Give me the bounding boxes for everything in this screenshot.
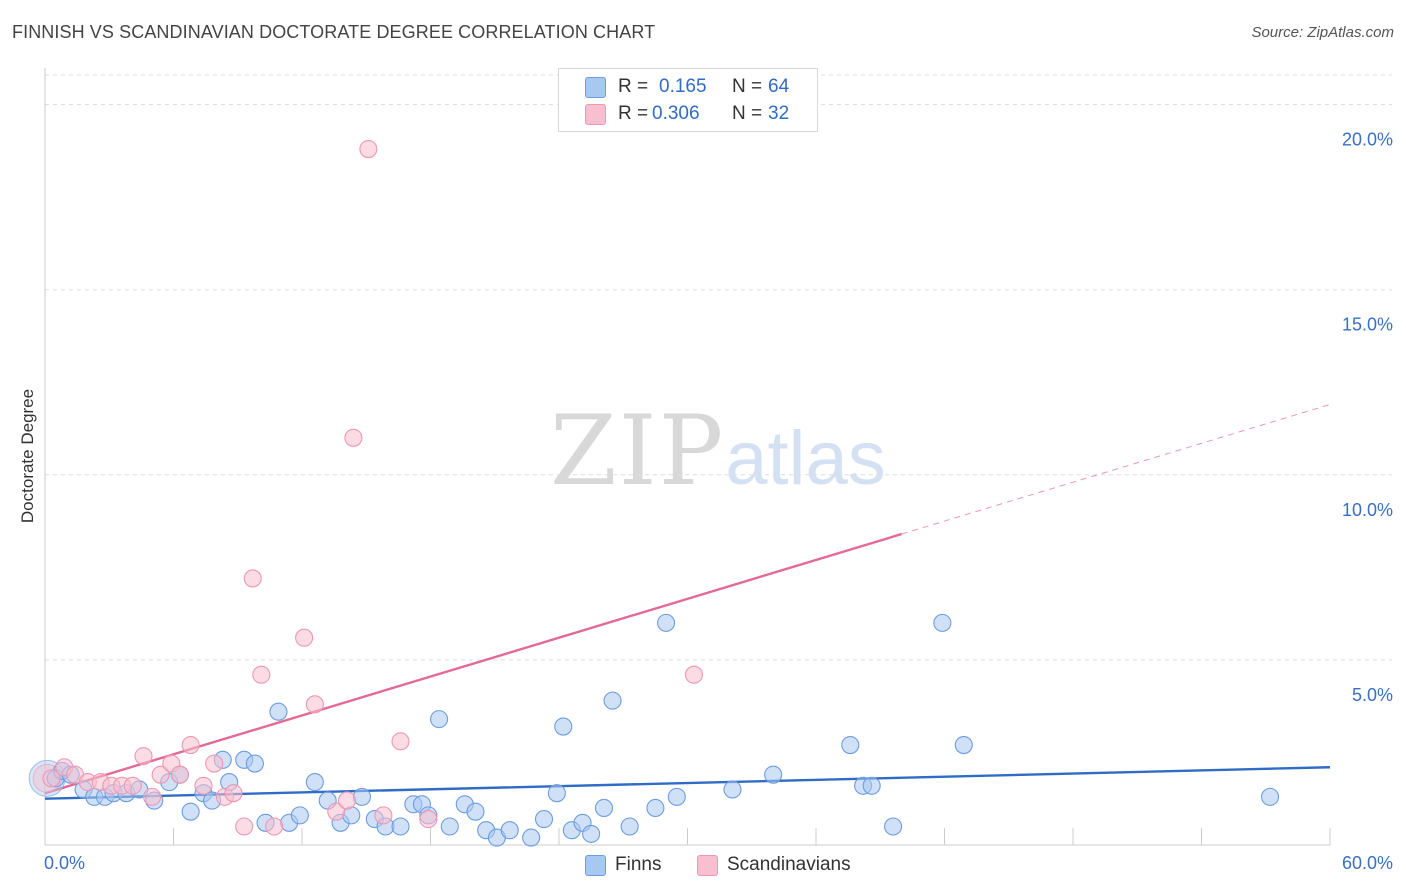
y-tick-label: 10.0% — [1342, 500, 1393, 520]
legend-n-value-finns: 64 — [768, 76, 790, 97]
y-tick-label: 5.0% — [1352, 685, 1393, 705]
finns-point — [290, 806, 309, 825]
scandinavians-point — [252, 665, 271, 684]
scandinavians-point — [295, 628, 314, 647]
finns-point — [884, 817, 903, 836]
scandinavians-point — [327, 802, 346, 821]
finns-point — [603, 691, 622, 710]
trend-line-scandinavians — [44, 532, 903, 795]
scandinavians-point — [205, 754, 224, 773]
data-points — [28, 139, 1280, 847]
finns-point — [391, 817, 410, 836]
trend-line-finns — [44, 766, 1331, 800]
legend-r-label: R = — [618, 76, 649, 97]
finns-point — [667, 787, 686, 806]
scandinavians-point — [374, 806, 393, 825]
bottom-legend-swatch-finns — [585, 855, 606, 876]
axes — [44, 68, 1331, 846]
legend-r-value-scandinavians: 0.306 — [652, 103, 700, 124]
scandinavians-point — [305, 695, 324, 714]
finns-point — [522, 828, 541, 847]
bottom-legend: Finns Scandinavians — [0, 852, 1406, 878]
scandinavians-point — [684, 665, 703, 684]
scandinavians-point — [143, 787, 162, 806]
scandinavians-point — [181, 735, 200, 755]
scandinavians-point — [243, 569, 262, 588]
scandinavians-point — [194, 776, 213, 795]
finns-point — [646, 798, 665, 818]
finns-point — [723, 780, 742, 799]
tick-labels: 5.0% 10.0% 15.0% 20.0% 0.0% 60.0% — [44, 130, 1393, 873]
legend-r-label: R = — [618, 103, 649, 124]
scandinavians-point — [42, 769, 61, 788]
finns-point — [466, 802, 485, 821]
legend-swatch-finns — [585, 77, 606, 98]
bottom-legend-swatch-scandinavians — [697, 855, 718, 876]
finns-point — [954, 735, 973, 755]
finns-point — [594, 798, 614, 818]
scandinavians-point — [224, 784, 243, 803]
scandinavians-point — [359, 139, 378, 159]
finns-point — [547, 784, 566, 803]
finns-point — [430, 710, 449, 729]
scandinavians-point — [391, 732, 410, 751]
x-tick-label: 60.0% — [1342, 853, 1393, 873]
finns-point — [933, 613, 952, 632]
finns-point — [862, 776, 881, 795]
source-label: Source: ZipAtlas.com — [1251, 24, 1394, 41]
watermark-zip: ZIP — [550, 395, 726, 507]
scandinavians-point — [235, 817, 254, 836]
finns-point — [534, 810, 554, 829]
finns-point — [440, 817, 459, 836]
scandinavians-point — [151, 765, 170, 784]
finns-point — [181, 802, 200, 821]
watermark: ZIPatlas — [550, 395, 886, 507]
watermark-atlas: atlas — [725, 416, 886, 501]
finns-point — [1260, 787, 1280, 806]
finns-point — [352, 787, 372, 806]
trend-lines — [44, 403, 1331, 800]
legend-n-label: N = — [732, 76, 763, 97]
scandinavians-point — [134, 747, 153, 766]
chart-title: FINNISH VS SCANDINAVIAN DOCTORATE DEGREE… — [12, 22, 656, 42]
finns-point — [657, 613, 676, 632]
bottom-legend-label-scandinavians: Scandinavians — [727, 854, 851, 875]
finns-point — [620, 817, 639, 836]
scandinavians-point — [344, 428, 363, 447]
scandinavians-point — [337, 791, 357, 810]
x-tick-label: 0.0% — [44, 853, 85, 873]
bottom-legend-label-finns: Finns — [615, 854, 662, 875]
y-tick-label: 20.0% — [1342, 130, 1393, 150]
legend-box: R = 0.165 N = 64 R = 0.306 N = 32 — [558, 68, 818, 132]
legend-swatch-scandinavians — [585, 104, 606, 125]
finns-point — [764, 765, 783, 784]
finns-point — [269, 702, 288, 721]
finns-point — [245, 754, 264, 773]
scandinavians-point — [265, 817, 284, 836]
finns-point — [500, 821, 519, 840]
scandinavians-point — [419, 810, 438, 829]
scandinavians-point — [170, 765, 189, 784]
trend-line-extension-scandinavians — [901, 403, 1331, 535]
legend-n-value-scandinavians: 32 — [768, 103, 790, 124]
y-tick-label: 15.0% — [1342, 315, 1393, 335]
legend-n-label: N = — [732, 103, 763, 124]
legend-r-value-finns: 0.165 — [659, 76, 707, 97]
finns-point — [305, 773, 324, 792]
y-axis-label: Doctorate Degree — [18, 388, 37, 524]
finns-point — [554, 717, 573, 736]
finns-point — [582, 824, 601, 843]
finns-point — [841, 735, 860, 755]
scandinavians-point — [123, 776, 142, 795]
